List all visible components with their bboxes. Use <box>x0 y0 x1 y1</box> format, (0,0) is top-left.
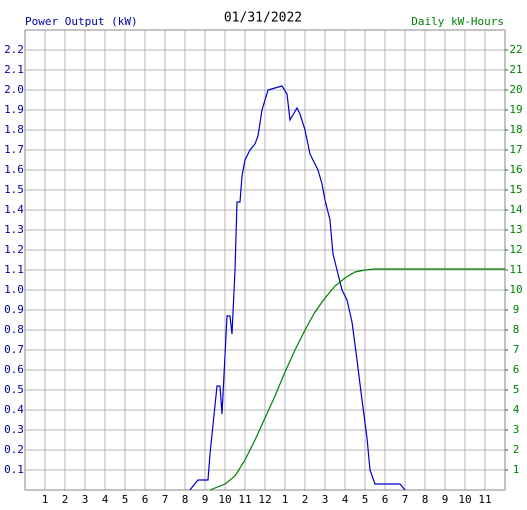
x-tick-label: 11 <box>238 493 251 506</box>
y2-tick-label: 13 <box>509 223 522 236</box>
y-tick-label: 1.6 <box>4 163 24 176</box>
y2-tick-label: 1 <box>513 463 520 476</box>
x-tick-label: 9 <box>442 493 449 506</box>
y2-tick-label: 14 <box>509 203 523 216</box>
x-tick-label: 10 <box>458 493 471 506</box>
x-tick-label: 9 <box>202 493 209 506</box>
y2-tick-label: 11 <box>509 263 522 276</box>
y-tick-label: 1.4 <box>4 203 24 216</box>
x-tick-label: 10 <box>218 493 231 506</box>
series-line <box>189 85 406 491</box>
y-tick-label: 1.3 <box>4 223 24 236</box>
y-tick-label: 2.0 <box>4 83 24 96</box>
y2-tick-label: 7 <box>513 343 520 356</box>
y-tick-label: 1.9 <box>4 103 24 116</box>
x-tick-label: 1 <box>42 493 49 506</box>
x-tick-label: 2 <box>62 493 69 506</box>
y2-tick-label: 18 <box>509 123 522 136</box>
y-tick-label: 0.6 <box>4 363 24 376</box>
y-tick-label: 1.0 <box>4 283 24 296</box>
y-tick-label: 0.1 <box>4 463 24 476</box>
y-tick-label: 0.5 <box>4 383 24 396</box>
y2-tick-label: 17 <box>509 143 522 156</box>
y2-tick-label: 12 <box>509 243 522 256</box>
y-tick-label: 0.9 <box>4 303 24 316</box>
plot-frame <box>24 29 506 491</box>
y-tick-label: 0.4 <box>4 403 24 416</box>
x-tick-label: 5 <box>122 493 129 506</box>
x-tick-label: 1 <box>282 493 289 506</box>
y-tick-label: 0.7 <box>4 343 24 356</box>
y2-tick-label: 6 <box>513 363 520 376</box>
y2-tick-label: 10 <box>509 283 522 296</box>
x-tick-label: 2 <box>302 493 309 506</box>
y2-tick-label: 5 <box>513 383 520 396</box>
y-tick-label: 1.2 <box>4 243 24 256</box>
y-tick-label: 0.3 <box>4 423 24 436</box>
x-tick-label: 3 <box>82 493 89 506</box>
x-tick-label: 11 <box>478 493 491 506</box>
x-tick-label: 6 <box>382 493 389 506</box>
x-tick-label: 6 <box>142 493 149 506</box>
y2-tick-label: 2 <box>513 443 520 456</box>
y2-tick-label: 4 <box>513 403 520 416</box>
y-axis-label: Power Output (kW) <box>25 15 138 28</box>
y2-axis-label: Daily kW-Hours <box>411 15 504 28</box>
x-tick-label: 12 <box>258 493 271 506</box>
y-tick-label: 1.5 <box>4 183 24 196</box>
chart-title: 01/31/2022 <box>224 11 302 26</box>
y-tick-label: 0.2 <box>4 443 24 456</box>
y2-tick-label: 20 <box>509 83 522 96</box>
series-line <box>209 268 505 491</box>
y2-tick-label: 9 <box>513 303 520 316</box>
y2-tick-label: 8 <box>513 323 520 336</box>
y-tick-label: 2.2 <box>4 43 24 56</box>
x-tick-label: 8 <box>422 493 429 506</box>
y2-tick-label: 3 <box>513 423 520 436</box>
y-tick-label: 1.1 <box>4 263 24 276</box>
y-tick-label: 1.7 <box>4 143 24 156</box>
x-tick-label: 8 <box>182 493 189 506</box>
y2-tick-label: 22 <box>509 43 522 56</box>
x-tick-label: 3 <box>322 493 329 506</box>
x-tick-label: 4 <box>102 493 109 506</box>
y2-tick-label: 16 <box>509 163 522 176</box>
x-tick-label: 7 <box>402 493 409 506</box>
x-tick-label: 4 <box>342 493 349 506</box>
y2-tick-label: 19 <box>509 103 522 116</box>
y-tick-label: 2.1 <box>4 63 24 76</box>
y2-tick-label: 15 <box>509 183 522 196</box>
x-tick-label: 5 <box>362 493 369 506</box>
x-tick-label: 7 <box>162 493 169 506</box>
y-tick-label: 1.8 <box>4 123 24 136</box>
y2-tick-label: 21 <box>509 63 522 76</box>
y-tick-label: 0.8 <box>4 323 24 336</box>
